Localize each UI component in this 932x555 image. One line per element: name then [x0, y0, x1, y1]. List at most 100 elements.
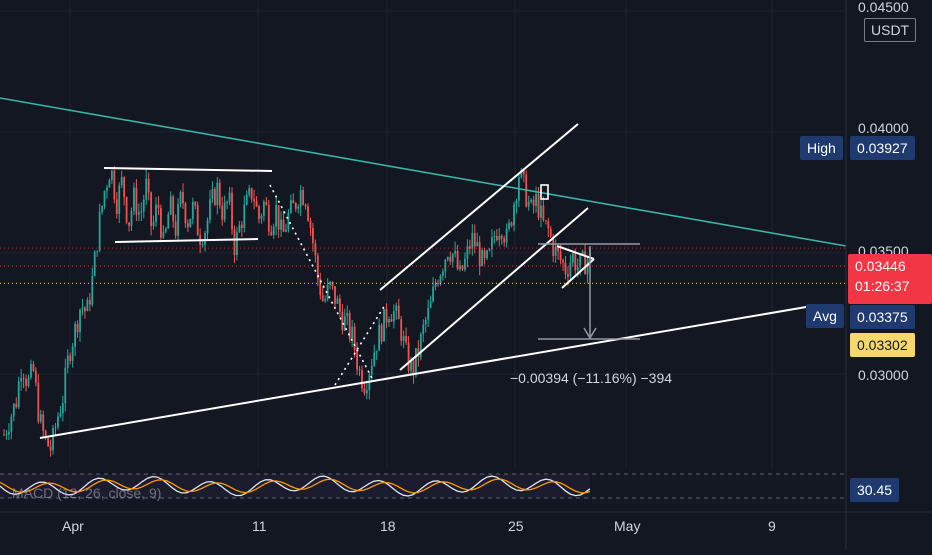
candle-body	[316, 255, 319, 279]
candle-body	[12, 403, 15, 417]
candle-body	[326, 284, 329, 300]
candle-body	[449, 257, 452, 262]
candle-body	[186, 223, 189, 228]
candle-body	[554, 246, 557, 256]
candle-body	[5, 434, 8, 436]
candle-body	[549, 228, 552, 237]
candle-body	[363, 388, 366, 394]
candle-body	[495, 236, 498, 241]
candle-body	[115, 199, 118, 215]
candle-body	[383, 308, 385, 342]
indicator-title[interactable]: MACD (12, 26, close, 9)	[12, 485, 162, 501]
candle-body	[444, 259, 447, 272]
candle-body	[500, 236, 503, 239]
candle-body	[454, 251, 457, 254]
y-tick-label: 0.04500	[858, 0, 909, 15]
candle-body	[108, 180, 111, 188]
candle-body	[86, 299, 89, 312]
candle-body	[586, 259, 589, 275]
candle-body	[319, 278, 322, 296]
candle-body	[49, 446, 52, 451]
high-label: High	[800, 136, 843, 160]
candle-body	[299, 190, 302, 207]
candle-body	[520, 169, 523, 178]
candle-body	[547, 221, 550, 229]
candle-body	[351, 326, 354, 339]
candle-body	[150, 192, 153, 227]
candle-body	[226, 201, 229, 203]
candle-body	[3, 434, 5, 436]
candle-body	[61, 403, 64, 414]
candle-body	[25, 378, 27, 387]
candle-body	[177, 203, 179, 236]
candle-body	[218, 182, 221, 206]
candle-body	[329, 281, 332, 285]
candle-body	[17, 381, 20, 408]
candle-body	[201, 244, 204, 246]
candle-body	[353, 326, 356, 350]
candle-body	[255, 201, 258, 207]
candle-body	[584, 251, 586, 275]
candle-body	[530, 199, 533, 202]
candle-body	[142, 199, 145, 212]
candle-body	[194, 202, 197, 206]
candle-body	[253, 199, 255, 202]
candle-body	[22, 378, 25, 380]
candle-body	[314, 243, 317, 256]
candle-body	[54, 427, 57, 429]
candle-body	[532, 199, 535, 206]
candle-body	[59, 413, 62, 417]
x-tick-label: Apr	[62, 518, 84, 534]
candle-body	[579, 254, 582, 268]
candle-body	[233, 229, 236, 256]
avg-price-tag: 0.03375	[850, 305, 915, 329]
candle-body	[130, 211, 133, 226]
range-top-line	[103, 167, 273, 172]
candle-body	[258, 206, 260, 219]
candle-body	[236, 232, 238, 256]
candle-body	[461, 265, 464, 270]
candle-body	[537, 194, 540, 218]
candle-body	[348, 313, 351, 339]
measure-arrow-head	[583, 327, 597, 340]
candle-body	[390, 318, 393, 322]
candle-body	[397, 305, 400, 320]
candle-body	[483, 250, 486, 259]
candle-body	[410, 360, 412, 371]
candle-body	[128, 222, 130, 226]
ascending-support-line	[39, 305, 813, 439]
descending-trendline	[0, 97, 847, 247]
candle-body	[145, 178, 148, 200]
candle-body	[277, 205, 280, 230]
candle-body	[459, 265, 461, 270]
candle-body	[147, 178, 150, 193]
candle-body	[81, 307, 84, 310]
candle-body	[84, 307, 86, 312]
candle-body	[505, 228, 508, 243]
candle-body	[160, 208, 162, 238]
candle-body	[135, 187, 138, 215]
candle-body	[110, 170, 113, 181]
marker-price-tag: 0.03302	[850, 333, 915, 357]
candle-body	[380, 324, 383, 342]
candle-body	[466, 246, 469, 259]
candle-body	[395, 305, 398, 312]
candle-body	[388, 318, 390, 323]
candle-body	[451, 253, 454, 262]
candle-body	[76, 323, 79, 333]
x-tick-label: May	[614, 518, 641, 534]
candle-body	[571, 253, 574, 263]
candle-body	[407, 342, 410, 371]
candle-body	[140, 211, 143, 213]
candle-body	[27, 377, 30, 387]
candle-body	[213, 189, 216, 205]
candle-body	[370, 365, 373, 375]
currency-badge[interactable]: USDT	[864, 18, 917, 42]
high-price-tag: 0.03927	[850, 136, 915, 160]
y-tick-label: 0.03000	[858, 367, 909, 383]
candle-body	[133, 187, 135, 212]
candle-body	[304, 204, 307, 207]
candle-body	[373, 352, 376, 366]
